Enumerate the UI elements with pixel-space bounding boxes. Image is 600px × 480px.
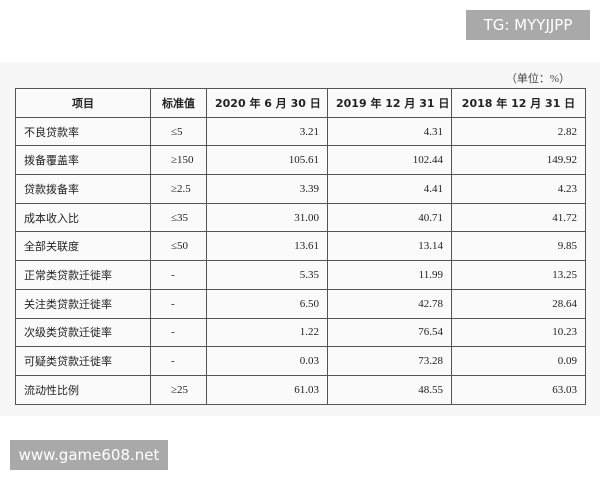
table-cell: 41.72 [451, 202, 586, 233]
table-cell: 2.82 [451, 116, 586, 147]
table-cell: 105.61 [206, 145, 328, 176]
table-row: 不良贷款率 ≤5 3.21 4.31 2.82 [15, 116, 586, 147]
table-row: 可疑类贷款迁徙率 -0.03 73.28 0.09 [15, 346, 586, 376]
watermark: TG: MYYJJPP [466, 10, 590, 40]
data-table: 项目 标准值 2020 年 6 月 30 日 2019 年 12 月 31 日 2018… [15, 88, 586, 405]
unit-note: （单位：%） [505, 73, 570, 85]
table-cell: 76.54 [327, 317, 452, 348]
table-cell: 48.55 [327, 374, 452, 405]
table-cell: - [150, 260, 207, 290]
header-cell: 2020 年 6 月 30 日 [206, 88, 328, 118]
table-cell: 13.14 [327, 231, 452, 262]
table-cell: 4.41 [327, 174, 452, 204]
table-cell: 5.35 [206, 260, 328, 290]
header-cell: 2019 年 12 月 31 日 [327, 88, 452, 118]
table-cell: 4.31 [327, 116, 452, 147]
table-cell: - [150, 288, 207, 319]
table-cell: 全部关联度 [15, 231, 151, 262]
table-cell: 13.61 [206, 231, 328, 262]
table-cell: 4.23 [451, 174, 586, 204]
table-cell: ≤5 [150, 116, 207, 147]
table-cell: 不良贷款率 [15, 116, 151, 147]
table-body: 不良贷款率 ≤5 3.21 4.31 2.82 拨备覆盖率 ≥150 105.61 102.44… [15, 116, 586, 405]
table-cell: 拨备覆盖率 [15, 145, 151, 176]
table-cell: 流动性比例 [15, 374, 151, 405]
table-cell: 73.28 [327, 346, 452, 376]
table-row: 正常类贷款迁徙率 -5.35 11.99 13.25 [15, 260, 586, 290]
table-cell: ≥2.5 [150, 174, 207, 204]
table-cell: 31.00 [206, 202, 328, 233]
table-cell: 3.39 [206, 174, 328, 204]
table-row: 关注类贷款迁徙率 -6.50 42.78 28.64 [15, 288, 586, 319]
table-cell: ≤35 [150, 202, 207, 233]
table-row: 拨备覆盖率 ≥150 105.61 102.44 149.92 [15, 145, 586, 176]
table-row: 次级类贷款迁徙率 -1.22 76.54 10.23 [15, 317, 586, 348]
header-row: 项目 标准值 2020 年 6 月 30 日 2019 年 12 月 31 日 2018… [15, 88, 586, 118]
table-cell: 0.09 [451, 346, 586, 376]
header-cell: 2018 年 12 月 31 日 [451, 88, 586, 118]
table-cell: 42.78 [327, 288, 452, 319]
table-cell: 40.71 [327, 202, 452, 233]
table-row: 流动性比例 ≥25 61.03 48.55 63.03 [15, 374, 586, 405]
table-cell: ≤50 [150, 231, 207, 262]
table-row: 贷款拨备率 ≥2.5 3.39 4.41 4.23 [15, 174, 586, 204]
table-cell: 63.03 [451, 374, 586, 405]
table-row: 全部关联度 ≤50 13.61 13.14 9.85 [15, 231, 586, 262]
table-cell: 成本收入比 [15, 202, 151, 233]
table-row: 成本收入比 ≤35 31.00 40.71 41.72 [15, 202, 586, 233]
table-cell: ≥150 [150, 145, 207, 176]
table-cell: 0.03 [206, 346, 328, 376]
table-cell: 可疑类贷款迁徙率 [15, 346, 151, 376]
table-cell: 1.22 [206, 317, 328, 348]
table-cell: ≥25 [150, 374, 207, 405]
table-cell: 28.64 [451, 288, 586, 319]
table-cell: 13.25 [451, 260, 586, 290]
table-cell: 3.21 [206, 116, 328, 147]
table-cell: 6.50 [206, 288, 328, 319]
header-cell: 标准值 [150, 88, 207, 118]
table-cell: 149.92 [451, 145, 586, 176]
table-cell: 61.03 [206, 374, 328, 405]
table-cell: 10.23 [451, 317, 586, 348]
table-cell: 贷款拨备率 [15, 174, 151, 204]
table-cell: 关注类贷款迁徙率 [15, 288, 151, 319]
table-cell: - [150, 317, 207, 348]
watermark: www.game608.net [10, 440, 168, 470]
table-cell: - [150, 346, 207, 376]
document: （单位：%） 项目 标准值 2020 年 6 月 30 日 2019 年 12 月 3… [0, 62, 600, 416]
table-cell: 正常类贷款迁徙率 [15, 260, 151, 290]
table-cell: 11.99 [327, 260, 452, 290]
table-cell: 9.85 [451, 231, 586, 262]
table-cell: 次级类贷款迁徙率 [15, 317, 151, 348]
table-cell: 102.44 [327, 145, 452, 176]
header-cell: 项目 [15, 88, 151, 118]
